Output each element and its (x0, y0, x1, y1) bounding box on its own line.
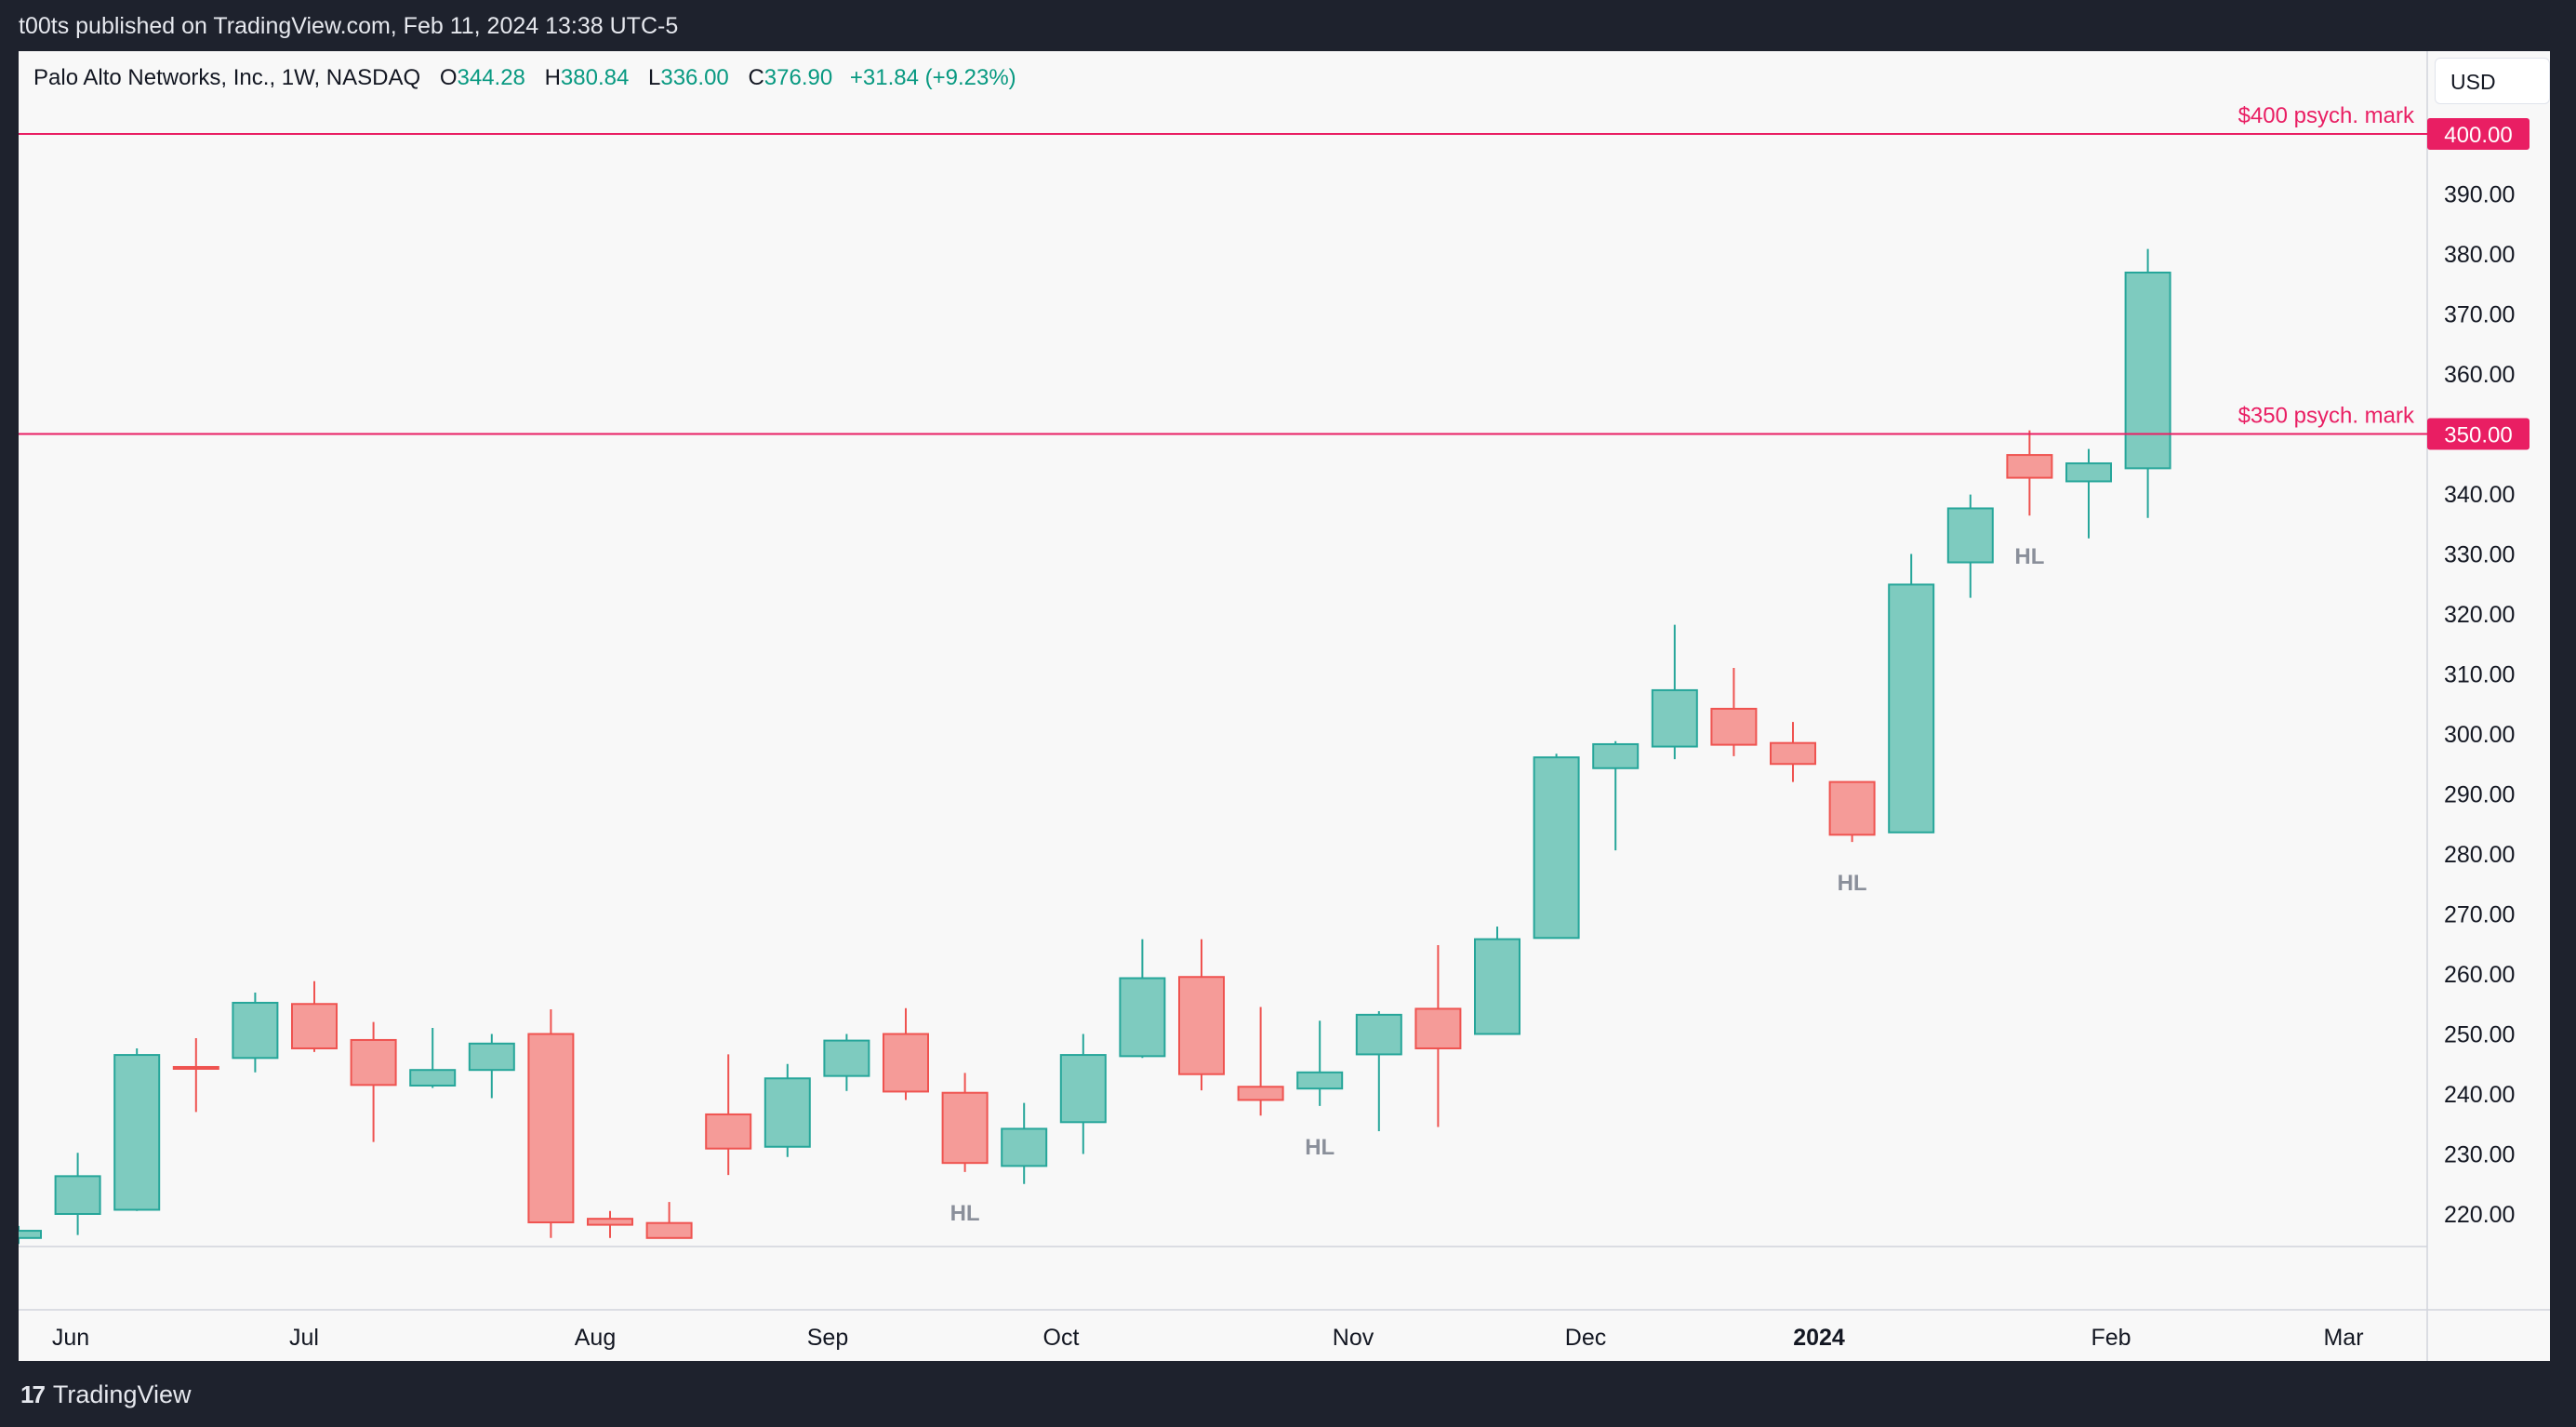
candle-body (1592, 742, 1640, 769)
price-tick-label: 300.00 (2444, 722, 2515, 748)
price-tick-label: 330.00 (2444, 542, 2515, 568)
price-tick-label: 360.00 (2444, 362, 2515, 388)
price-tick-label: 310.00 (2444, 662, 2515, 688)
candle-body (1474, 938, 1520, 1035)
time-tick-label: 2024 (1793, 1325, 1845, 1351)
close-value: 376.90 (764, 65, 833, 90)
candle-body (645, 1221, 693, 1239)
time-tick-label: Oct (1043, 1325, 1080, 1351)
candle-body (350, 1038, 397, 1087)
hl-annotation: HL (950, 1201, 980, 1226)
candle-body (1710, 707, 1758, 746)
price-tick-label: 290.00 (2444, 782, 2515, 808)
candle-body (1770, 741, 1816, 766)
price-tick-label: 240.00 (2444, 1082, 2515, 1108)
open-value: 344.28 (457, 65, 525, 90)
candle-body (2124, 271, 2171, 470)
candle-body (1828, 780, 1876, 836)
candle-body (2006, 454, 2053, 479)
time-tick-label: Sep (807, 1325, 848, 1351)
price-tick-label: 370.00 (2444, 302, 2515, 328)
low-label: L (648, 65, 661, 90)
price-tick-label: 280.00 (2444, 842, 2515, 868)
price-tick-label: 250.00 (2444, 1022, 2515, 1048)
candle-body (1888, 583, 1935, 834)
candle-body (1059, 1054, 1107, 1124)
time-tick-label: Feb (2091, 1325, 2131, 1351)
hl-annotation: HL (1838, 871, 1867, 896)
time-tick-label: Aug (575, 1325, 616, 1351)
candle-body (1296, 1071, 1344, 1090)
candle-body (409, 1069, 457, 1087)
time-tick-label: Mar (2323, 1325, 2363, 1351)
brand-label: TradingView (52, 1380, 192, 1408)
candle-body (232, 1001, 279, 1060)
price-tick-label: 380.00 (2444, 242, 2515, 268)
price-tick-label: 220.00 (2444, 1202, 2515, 1228)
price-tick-label: 270.00 (2444, 902, 2515, 928)
level-label: $350 psych. mark (2238, 404, 2415, 429)
high-value: 380.84 (560, 65, 630, 90)
price-tick-label: 340.00 (2444, 482, 2515, 508)
candle-body (19, 1230, 42, 1239)
chart-panel[interactable] (19, 51, 2550, 1361)
candle-body (1946, 507, 1994, 564)
level-price-tag (2427, 418, 2530, 450)
candle-body (1414, 1007, 1462, 1049)
hl-annotation: HL (1305, 1135, 1334, 1160)
level-price-tag-text: 350.00 (2444, 423, 2512, 448)
candle-body (468, 1042, 515, 1072)
low-value: 336.00 (660, 65, 729, 90)
time-tick-label: Nov (1333, 1325, 1374, 1351)
candle-body (705, 1113, 752, 1150)
candle-body (172, 1065, 219, 1070)
open-label: O (439, 65, 458, 90)
candle-body (1178, 976, 1225, 1075)
candle-body (1237, 1086, 1284, 1101)
candle-body (823, 1039, 870, 1077)
candle-body (1119, 977, 1166, 1058)
ohlc-legend: Palo Alto Networks, Inc., 1W, NASDAQ O34… (33, 65, 1016, 91)
footer-bar (0, 1361, 2576, 1427)
time-tick-label: Dec (1565, 1325, 1606, 1351)
price-tick-label: 230.00 (2444, 1142, 2515, 1168)
candle-body (2065, 462, 2112, 483)
candle-body (1001, 1127, 1048, 1167)
hl-annotation: HL (2014, 544, 2044, 569)
candles-group (19, 248, 2171, 1245)
candle-body (1651, 688, 1698, 748)
candle-body (587, 1218, 633, 1226)
candle-body (1533, 756, 1580, 940)
candle-body (113, 1054, 161, 1211)
candle-body (527, 1033, 575, 1224)
candle-body (883, 1033, 929, 1093)
symbol-title: Palo Alto Networks, Inc., 1W, NASDAQ (33, 65, 421, 90)
price-tick-label: 260.00 (2444, 962, 2515, 988)
candle-body (1355, 1013, 1402, 1056)
candle-body (291, 1003, 338, 1049)
publish-line: t00ts published on TradingView.com, Feb … (19, 13, 679, 39)
currency-selector[interactable]: USD (2435, 58, 2550, 104)
price-tick-label: 390.00 (2444, 182, 2515, 208)
change-value: +31.84 (+9.23%) (849, 65, 1016, 90)
candle-body (764, 1077, 811, 1148)
level-price-tag (2427, 118, 2530, 150)
high-label: H (544, 65, 561, 90)
brand[interactable]: 17 TradingView (20, 1380, 192, 1409)
time-tick-label: Jun (52, 1325, 89, 1351)
candle-body (941, 1091, 989, 1165)
price-tick-label: 320.00 (2444, 602, 2515, 628)
close-label: C (748, 65, 764, 90)
level-label: $400 psych. mark (2238, 103, 2415, 128)
time-tick-label: Jul (289, 1325, 319, 1351)
publish-header: t00ts published on TradingView.com, Feb … (0, 0, 2576, 51)
level-price-tag-text: 400.00 (2444, 123, 2512, 148)
tradingview-logo-icon: 17 (20, 1380, 46, 1408)
candle-body (54, 1175, 101, 1215)
